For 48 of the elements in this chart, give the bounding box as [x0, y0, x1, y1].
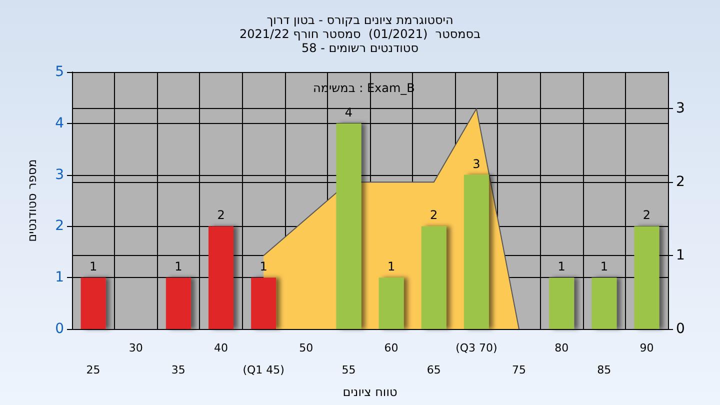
x-tick-label: 40: [214, 342, 228, 354]
bar: [464, 174, 489, 329]
bar: [336, 123, 362, 329]
bar: [378, 278, 404, 329]
x-tick-label: (Q1 45): [242, 364, 284, 376]
x-tick-label: 35: [171, 364, 186, 376]
data-label: 2: [430, 208, 438, 222]
bar: [421, 226, 446, 329]
x-tick-label: 60: [384, 342, 398, 354]
bar: [80, 278, 106, 329]
x-tick-label: 50: [299, 342, 314, 354]
bar: [592, 278, 617, 329]
x-tick-label: 75: [512, 364, 526, 376]
data-label: 1: [260, 260, 268, 274]
bar: [549, 278, 574, 329]
y-tick-label: 2: [55, 218, 64, 234]
y-tick-label: 0: [55, 321, 64, 337]
chart-title: היסטוגרמת ציונים בקורס - בטון דרוך בסמסטר (01/2021) סמסטר חורף 2021/22 סטודנטים רשומים - 58: [239, 13, 481, 55]
data-label: 1: [174, 260, 182, 274]
x-axis-title: טווח ציונים: [342, 384, 398, 399]
data-label: 1: [558, 260, 566, 274]
data-label: 1: [600, 260, 608, 274]
x-tick-label: (Q3 70): [456, 342, 498, 354]
y-axis-title: מספר סטודנטים: [25, 159, 39, 242]
y-tick-label: 1: [55, 270, 64, 286]
y-tick-label: 3: [55, 166, 64, 183]
data-label: 3: [472, 156, 480, 171]
x-tick-label: 25: [86, 364, 100, 376]
y-tick-label: 5: [55, 64, 64, 80]
x-tick-label: 30: [128, 342, 143, 354]
y2-tick-label: 0: [676, 321, 685, 337]
bar: [251, 278, 276, 329]
y-tick-label: 4: [55, 115, 64, 132]
data-label: 2: [217, 208, 225, 222]
data-label: 1: [387, 260, 396, 274]
y2-tick-label: 2: [676, 174, 685, 190]
x-tick-label: 90: [640, 342, 654, 354]
x-tick-label: 55: [342, 364, 356, 376]
data-label: 2: [642, 208, 651, 222]
y2-tick-label: 3: [676, 100, 685, 117]
bar: [208, 226, 234, 329]
data-label: 1: [89, 260, 98, 274]
x-tick-label: 65: [426, 364, 441, 376]
bar: [166, 278, 191, 329]
x-tick-label: 85: [597, 364, 612, 376]
bar: [634, 226, 660, 329]
y2-tick-label: 1: [676, 248, 685, 264]
x-tick-label: 80: [554, 342, 569, 354]
